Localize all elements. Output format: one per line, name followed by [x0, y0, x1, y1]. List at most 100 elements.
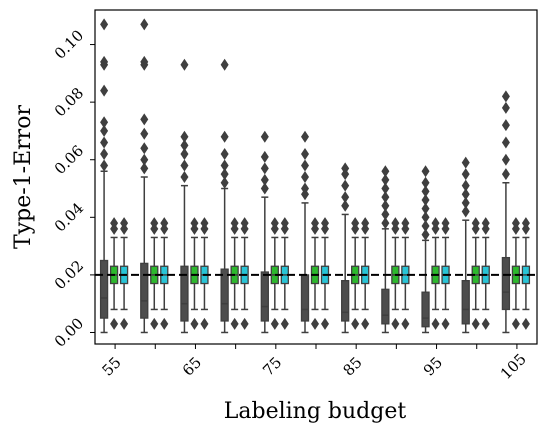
outlier-point — [461, 156, 470, 169]
outlier-point — [301, 159, 309, 172]
outlier-point — [270, 217, 279, 230]
outlier-point — [421, 165, 430, 178]
outlier-point — [240, 317, 249, 330]
outlier-point — [160, 217, 169, 230]
box-group — [99, 18, 109, 334]
outlier-point — [501, 153, 510, 166]
box-group — [381, 165, 390, 334]
box-group — [421, 165, 430, 334]
box-group — [220, 58, 229, 334]
outlier-point — [461, 205, 470, 218]
outlier-point — [180, 139, 189, 152]
outlier-point — [180, 147, 189, 160]
outlier-point — [401, 217, 410, 230]
outlier-point — [260, 150, 269, 163]
outlier-point — [421, 219, 430, 232]
outlier-point — [381, 217, 390, 230]
outlier-point — [270, 317, 279, 330]
outlier-point — [501, 136, 510, 149]
outlier-point — [160, 317, 169, 330]
outlier-point — [220, 176, 229, 189]
outlier-point — [431, 217, 440, 230]
outlier-point — [110, 317, 119, 330]
outlier-point — [461, 179, 470, 192]
outlier-point — [140, 162, 149, 175]
outlier-point — [180, 130, 189, 143]
outlier-point — [220, 147, 229, 160]
outlier-point — [441, 217, 450, 230]
outlier-point — [260, 182, 269, 195]
outlier-point — [220, 168, 229, 181]
outlier-point — [301, 171, 309, 183]
box-body — [501, 256, 511, 311]
outlier-point — [110, 217, 119, 230]
outlier-point — [391, 217, 400, 230]
outlier-point — [501, 119, 510, 132]
outlier-point — [461, 188, 470, 201]
outlier-point — [481, 217, 490, 230]
outlier-point — [311, 217, 319, 230]
outlier-point — [220, 58, 229, 71]
outlier-point — [100, 159, 109, 172]
box-body — [99, 259, 109, 319]
outlier-point — [471, 217, 480, 230]
outlier-point — [361, 217, 370, 230]
outlier-point — [100, 55, 109, 68]
outlier-point — [461, 196, 470, 209]
outlier-point — [481, 317, 490, 330]
box-body — [260, 271, 269, 322]
outlier-point — [311, 317, 319, 330]
box-group — [521, 217, 531, 330]
outlier-point — [180, 171, 189, 183]
outlier-point — [381, 165, 390, 178]
box-body — [381, 288, 390, 325]
outlier-point — [381, 182, 390, 195]
outlier-point — [140, 55, 149, 68]
outlier-point — [321, 317, 329, 330]
box-body — [341, 280, 350, 322]
box-group — [501, 90, 511, 334]
box-body — [461, 280, 470, 325]
outlier-point — [120, 317, 129, 330]
outlier-point — [260, 162, 269, 175]
outlier-point — [150, 317, 159, 330]
outlier-point — [260, 130, 269, 143]
outlier-point — [140, 153, 149, 166]
box-group — [401, 217, 410, 330]
box-group — [341, 162, 350, 334]
outlier-point — [461, 168, 470, 181]
outlier-point — [100, 18, 109, 31]
outlier-point — [421, 176, 430, 189]
box-group — [109, 217, 119, 330]
outlier-point — [280, 217, 289, 230]
outlier-point — [140, 18, 149, 31]
outlier-point — [511, 317, 520, 330]
outlier-point — [140, 113, 149, 126]
outlier-point — [521, 317, 530, 330]
outlier-point — [351, 217, 360, 230]
outlier-point — [471, 317, 480, 330]
outlier-point — [351, 317, 360, 330]
box-body — [140, 262, 149, 319]
outlier-point — [381, 173, 390, 186]
plot-area — [95, 18, 537, 334]
box-group — [140, 18, 149, 334]
box-group — [150, 217, 159, 330]
outlier-point — [391, 317, 400, 330]
outlier-point — [501, 101, 510, 114]
box-group — [180, 58, 189, 334]
outlier-point — [301, 147, 309, 160]
outlier-point — [421, 194, 430, 207]
outlier-point — [190, 217, 199, 230]
outlier-point — [220, 130, 229, 143]
outlier-point — [100, 116, 109, 129]
outlier-point — [341, 162, 350, 175]
outlier-point — [501, 168, 510, 181]
outlier-point — [100, 147, 109, 160]
outlier-point — [341, 199, 350, 212]
outlier-point — [100, 136, 109, 149]
box-body — [421, 291, 430, 328]
outlier-point — [301, 130, 309, 143]
